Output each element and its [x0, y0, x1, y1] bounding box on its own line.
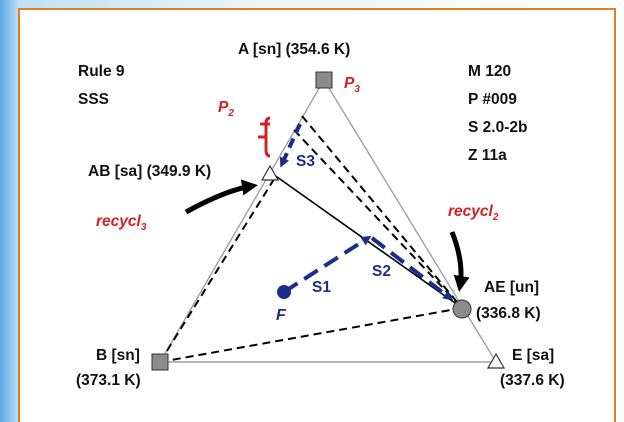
path-s2 [370, 236, 454, 301]
dashed-line-top-AE [301, 115, 463, 309]
ternary-triangle [158, 78, 498, 363]
dashed-line-B-S3 [159, 175, 277, 363]
vertex-B-label: B [sn] [96, 347, 140, 364]
p2-bracket [258, 116, 271, 158]
type-label: SSS [78, 91, 109, 108]
feed-label: F [276, 307, 287, 324]
s1-label: S1 [312, 279, 331, 296]
recycl2-arrow [449, 231, 470, 292]
vertex-AB-label: AB [sa] (349.9 K) [88, 163, 211, 180]
path-s3 [279, 123, 302, 168]
vertex-B-marker [151, 353, 169, 371]
process-label: P #009 [468, 91, 517, 108]
vertex-A-marker [315, 71, 333, 89]
recycl3-arrow [184, 179, 258, 215]
vertex-B-temp: (373.1 K) [76, 372, 141, 389]
vertex-AB-marker [260, 164, 280, 181]
z-label: Z 11a [468, 147, 507, 164]
vertex-E-marker [486, 352, 506, 369]
vertex-AE-label: AE [un] [484, 279, 539, 296]
s-label: S 2.0-2b [468, 119, 527, 136]
path-s1 [282, 235, 372, 294]
recycl3-label: recycl3 [96, 213, 147, 233]
vertex-E-temp: (337.6 K) [500, 372, 565, 389]
dashed-line-mid-AE [293, 129, 463, 309]
recycl2-label: recycl2 [448, 203, 499, 223]
p2-label: P2 [218, 99, 234, 119]
vertex-AE-marker [452, 299, 472, 319]
dashed-line-B-AE [159, 307, 463, 363]
model-label: M 120 [468, 63, 511, 80]
s3-label: S3 [296, 153, 315, 170]
p3-label: P3 [344, 75, 360, 95]
vertex-E-label: E [sa] [512, 347, 554, 364]
rule-label: Rule 9 [78, 63, 125, 80]
feed-point [277, 285, 291, 299]
s2-label: S2 [372, 263, 391, 280]
vertex-AE-temp: (336.8 K) [476, 305, 541, 322]
vertex-A-label: A [sn] (354.6 K) [238, 41, 350, 58]
